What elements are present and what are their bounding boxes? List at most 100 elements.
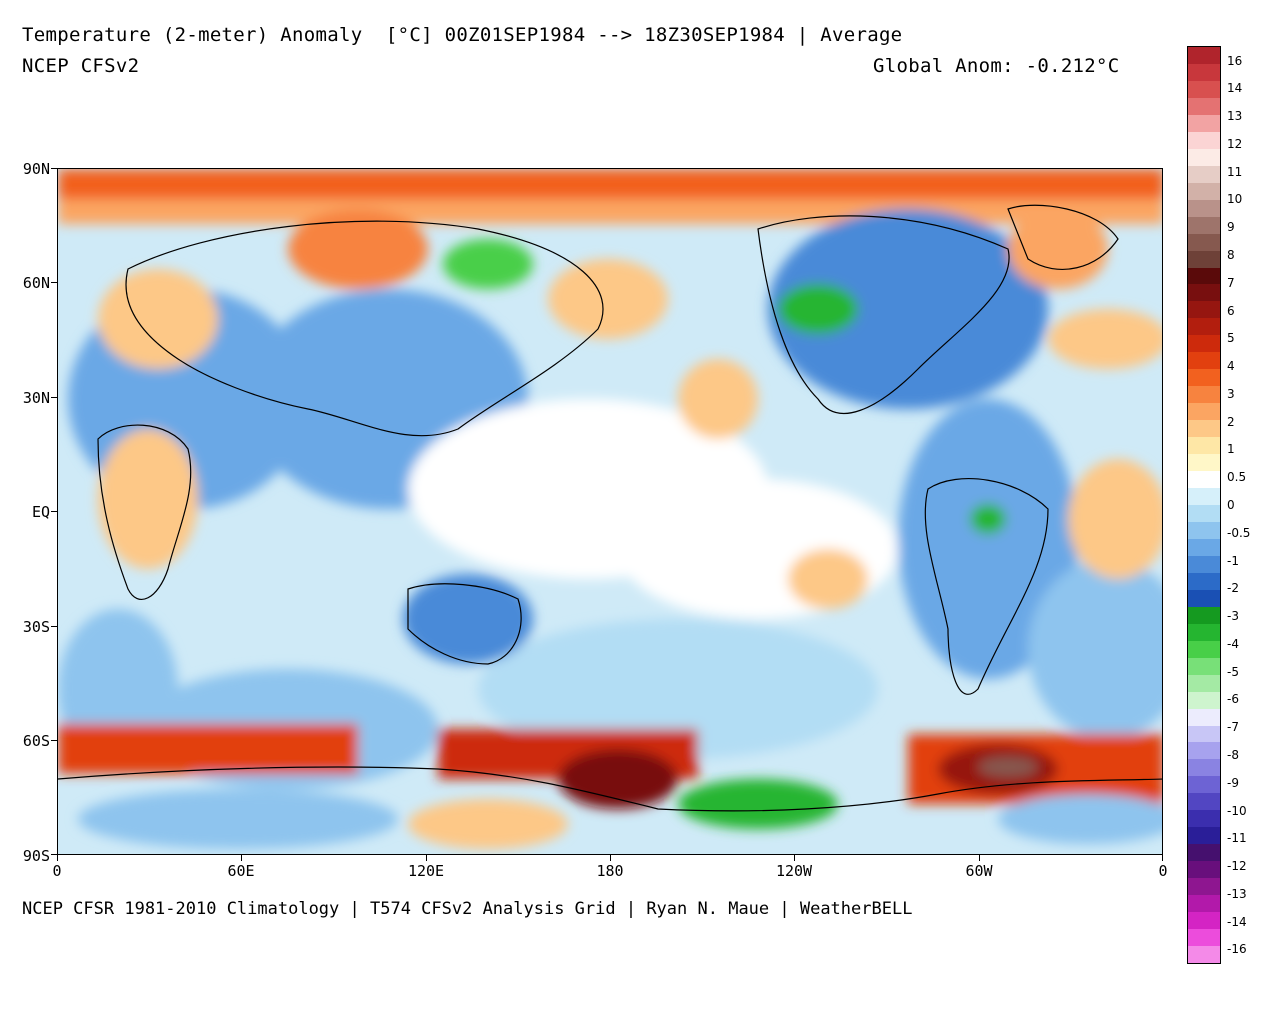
- colorbar-label: -9: [1227, 775, 1239, 790]
- greenland-coast: [1007, 204, 1119, 270]
- colorbar-label: -0.5: [1227, 525, 1251, 540]
- australia-coast: [407, 583, 522, 665]
- colorbar-cell: [1188, 572, 1220, 591]
- colorbar-cell: [1188, 216, 1220, 235]
- colorbar-cell: [1188, 250, 1220, 268]
- colorbar-cell: [1188, 861, 1220, 879]
- colorbar-cell: [1188, 471, 1220, 489]
- colorbar-cell: [1188, 80, 1220, 99]
- colorbar-cell: [1188, 793, 1220, 811]
- model-name: NCEP CFSv2: [22, 55, 140, 77]
- colorbar-cell: [1188, 182, 1220, 201]
- colorbar-cell: [1188, 657, 1220, 676]
- lat-tick: [51, 511, 57, 512]
- lat-tick: [51, 626, 57, 627]
- lon-label: 60E: [227, 862, 255, 880]
- colorbar-label: 7: [1227, 275, 1235, 290]
- lon-tick: [794, 855, 795, 861]
- colorbar-label: -16: [1227, 942, 1247, 957]
- colorbar-cell: [1188, 708, 1220, 726]
- colorbar-cell: [1188, 488, 1220, 506]
- colorbar-label: -8: [1227, 747, 1239, 762]
- colorbar-label: -3: [1227, 609, 1239, 624]
- colorbar-cell: [1188, 97, 1220, 116]
- colorbar-label: 0: [1227, 498, 1235, 512]
- colorbar-label: -11: [1227, 831, 1247, 846]
- colorbar-cell: [1188, 284, 1220, 302]
- lon-label: 120W: [775, 862, 813, 880]
- lon-tick: [610, 855, 611, 861]
- colorbar-cell: [1188, 929, 1220, 947]
- colorbar-label: 9: [1227, 220, 1235, 235]
- lon-tick: [241, 855, 242, 861]
- colorbar-cell: [1188, 674, 1220, 693]
- coastlines: [58, 204, 1162, 812]
- colorbar-label: 16: [1227, 53, 1243, 68]
- lon-tick: [57, 855, 58, 861]
- colorbar: [1187, 46, 1221, 964]
- colorbar-cell: [1188, 742, 1220, 760]
- colorbar-label: 14: [1227, 81, 1243, 96]
- colorbar-cell: [1188, 776, 1220, 794]
- colorbar-cell: [1188, 878, 1220, 896]
- colorbar-cell: [1188, 233, 1220, 252]
- lat-tick: [51, 168, 57, 169]
- colorbar-label: 2: [1227, 414, 1235, 429]
- colorbar-cell: [1188, 63, 1220, 82]
- colorbar-cell: [1188, 369, 1220, 387]
- colorbar-cell: [1188, 454, 1220, 472]
- colorbar-cell: [1188, 403, 1220, 421]
- colorbar-cell: [1188, 505, 1220, 523]
- lat-tick: [51, 397, 57, 398]
- colorbar-cell: [1188, 131, 1220, 150]
- anomaly-field: [58, 169, 1162, 854]
- colorbar-cell: [1188, 267, 1220, 285]
- colorbar-label: 1: [1227, 442, 1235, 457]
- colorbar-cell: [1188, 165, 1220, 184]
- colorbar-label: 10: [1227, 192, 1243, 207]
- colorbar-cell: [1188, 420, 1220, 438]
- colorbar-label: 4: [1227, 359, 1235, 374]
- lon-label: 0: [52, 862, 62, 880]
- anomaly-blobs: [58, 169, 1162, 849]
- colorbar-label: 6: [1227, 303, 1235, 318]
- south-america-coast: [924, 478, 1049, 695]
- colorbar-label: -14: [1227, 914, 1247, 929]
- colorbar-label: -13: [1227, 886, 1247, 901]
- colorbar-cell: [1188, 301, 1220, 319]
- lon-label: 180: [596, 862, 624, 880]
- lat-label: 60N: [22, 274, 50, 292]
- colorbar-label: 5: [1227, 331, 1235, 346]
- lon-label: 120E: [407, 862, 445, 880]
- colorbar-cell: [1188, 437, 1220, 455]
- colorbar-cell: [1188, 759, 1220, 777]
- lat-tick: [51, 740, 57, 741]
- colorbar-cell: [1188, 810, 1220, 828]
- colorbar-cell: [1188, 335, 1220, 353]
- lon-label: 60W: [965, 862, 993, 880]
- lon-tick: [979, 855, 980, 861]
- colorbar-cell: [1188, 521, 1220, 540]
- colorbar-label: -2: [1227, 581, 1239, 596]
- lat-label: 90N: [22, 160, 50, 178]
- colorbar-cell: [1188, 318, 1220, 336]
- colorbar-cell: [1188, 946, 1220, 964]
- lat-tick: [51, 282, 57, 283]
- colorbar-label: 8: [1227, 248, 1235, 262]
- colorbar-cell: [1188, 352, 1220, 370]
- lat-label: 30S: [22, 618, 50, 636]
- colorbar-cell: [1188, 827, 1220, 845]
- colorbar-cell: [1188, 148, 1220, 167]
- colorbar-label: -4: [1227, 636, 1239, 651]
- lat-tick: [51, 854, 57, 855]
- lat-label: 30N: [22, 389, 50, 407]
- colorbar-cell: [1188, 199, 1220, 218]
- colorbar-cell: [1188, 114, 1220, 133]
- colorbar-cell: [1188, 691, 1220, 710]
- colorbar-cell: [1188, 538, 1220, 557]
- colorbar-cell: [1188, 912, 1220, 930]
- colorbar-label: -6: [1227, 692, 1239, 707]
- antarctica-coast: [58, 766, 1162, 812]
- colorbar-cell: [1188, 47, 1220, 65]
- lon-tick: [426, 855, 427, 861]
